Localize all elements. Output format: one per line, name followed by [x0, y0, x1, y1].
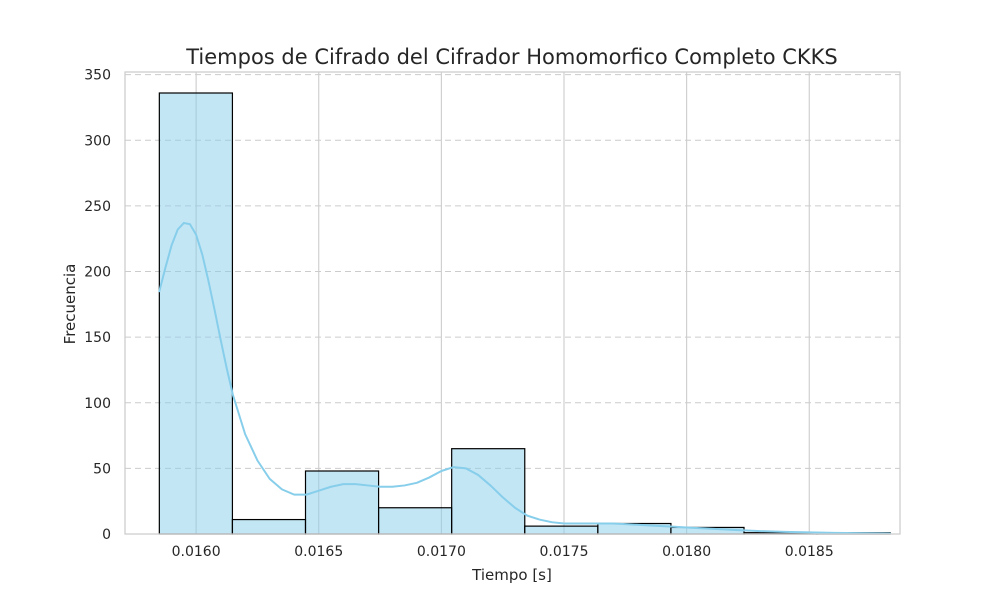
x-axis-label: Tiempo [s] — [471, 566, 552, 584]
plot-frame — [124, 71, 901, 535]
x-tick-label: 0.0185 — [785, 544, 834, 560]
y-tick-label: 100 — [84, 396, 111, 412]
x-tick-label: 0.0170 — [417, 544, 466, 560]
x-tick-label: 0.0175 — [540, 544, 589, 560]
histogram-bar — [158, 92, 234, 535]
y-axis-ticks: 0 50 100 150 200 250 300 350 — [84, 68, 111, 543]
kde-curve — [158, 221, 892, 535]
y-axis-label: Frecuencia — [61, 264, 79, 345]
histogram-bar — [451, 448, 526, 535]
x-axis-ticks: 0.0160 0.0165 0.0170 0.0175 0.0180 0.0185 — [172, 544, 834, 560]
y-tick-label: 350 — [84, 68, 111, 84]
grid — [125, 72, 900, 534]
y-tick-label: 200 — [84, 265, 111, 281]
y-tick-label: 150 — [84, 330, 111, 346]
histogram-bar — [231, 518, 307, 535]
histogram-bar — [304, 470, 380, 535]
kde-curve-group — [158, 221, 892, 535]
histogram-bar — [377, 507, 453, 535]
x-tick-label: 0.0180 — [662, 544, 711, 560]
x-tick-label: 0.0160 — [172, 544, 221, 560]
y-tick-label: 250 — [84, 199, 111, 215]
histogram-bar — [524, 525, 599, 535]
y-tick-label: 50 — [93, 461, 111, 477]
chart-title: Tiempos de Cifrado del Cifrador Homomorf… — [185, 45, 838, 69]
x-tick-label: 0.0165 — [294, 544, 343, 560]
y-tick-label: 300 — [84, 133, 111, 149]
y-tick-label: 0 — [102, 527, 111, 543]
